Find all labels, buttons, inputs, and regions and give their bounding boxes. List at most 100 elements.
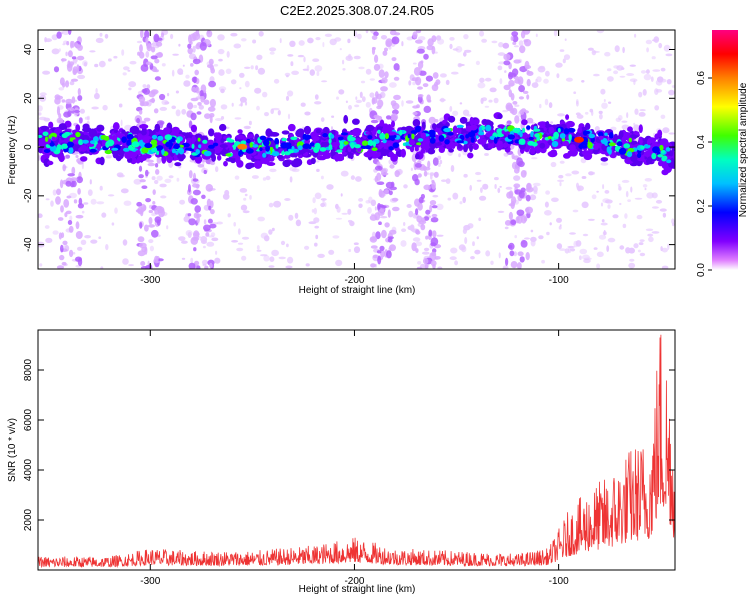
spectrogram-streak — [138, 165, 143, 172]
spectrogram-band-cell — [123, 147, 130, 152]
spectrogram-speckle — [589, 108, 594, 113]
spectrogram-band-cell — [309, 142, 315, 147]
spectrogram-band-cell — [437, 130, 443, 136]
spectrogram-speckle — [89, 179, 92, 185]
spectrogram-band-cell — [271, 151, 280, 157]
spectrogram-streak — [390, 181, 395, 188]
spectrogram-speckle — [475, 60, 480, 66]
spectrogram-speckle — [113, 55, 118, 59]
spectrogram-speckle — [211, 237, 219, 242]
spectrogram-streak — [374, 54, 379, 63]
spectrogram-speckle — [256, 105, 260, 111]
spectrogram-band-cell — [165, 141, 174, 148]
spectrogram-streak — [61, 261, 67, 266]
spectrogram-streak — [145, 198, 152, 203]
spectrogram-streak — [199, 42, 207, 51]
spectrogram-band-cell — [214, 146, 220, 153]
spectrogram-streak — [154, 76, 161, 81]
spectrogram-speckle — [531, 82, 539, 88]
spectrogram-streak — [526, 78, 531, 87]
spectrogram-band-cell — [150, 139, 158, 146]
spectrogram-speckle — [481, 97, 487, 102]
spectrogram-speckle — [458, 153, 461, 158]
spectrogram-band-cell — [361, 140, 369, 146]
spectrogram-streak — [516, 209, 525, 216]
spectrogram-streak — [389, 229, 397, 235]
spectrogram-speckle — [652, 69, 661, 72]
colorbar-tick-label: 0.6 — [696, 71, 707, 85]
spectrogram-speckle — [469, 184, 473, 191]
spectrogram-speckle — [51, 48, 60, 55]
spectrogram-band-cell — [559, 133, 566, 139]
spectrogram-speckle — [102, 104, 108, 111]
spectrogram-band-cell — [438, 146, 445, 153]
spectrogram-speckle — [621, 179, 630, 183]
spectrogram-streak — [76, 55, 85, 61]
spectrogram-streak — [62, 164, 66, 172]
spectrogram-speckle — [422, 251, 430, 255]
spectrogram-band-cell — [78, 147, 82, 152]
spectrogram-band-cell — [553, 131, 559, 139]
spectrogram-speckle — [644, 187, 647, 191]
spectrogram-speckle — [599, 113, 603, 120]
spectrogram-streak — [434, 81, 439, 87]
spectrogram-speckle — [43, 117, 51, 122]
spectrogram-speckle — [243, 197, 247, 201]
spectrogram-speckle — [347, 38, 351, 44]
spectrogram-band-cell — [151, 134, 158, 140]
spectrogram-speckle — [672, 222, 675, 227]
spectrogram-band-cell — [448, 148, 454, 153]
spectrogram-speckle — [280, 240, 286, 246]
spectrogram-speckle — [576, 100, 579, 107]
spectrogram-speckle — [122, 72, 127, 76]
spectrogram-speckle — [445, 79, 450, 85]
spectrogram-speckle — [667, 243, 670, 250]
spectrogram-speckle — [406, 204, 412, 208]
spectrogram-speckle — [379, 216, 388, 219]
spectrogram-speckle — [313, 217, 320, 223]
spectrogram-speckle — [581, 176, 587, 179]
spectrogram-speckle — [464, 49, 472, 53]
spectrogram-streak — [509, 250, 515, 257]
spectrogram-speckle — [256, 245, 260, 250]
spectrogram-band-cell — [465, 125, 473, 132]
spectrogram-speckle — [412, 62, 417, 65]
spectrogram-band-cell — [438, 135, 445, 142]
spectrogram-streak — [77, 203, 84, 209]
spectrogram-band-cell — [47, 160, 54, 166]
spectrogram-speckle — [99, 32, 103, 37]
spectrogram-streak — [512, 101, 518, 105]
spectrogram-streak — [190, 112, 197, 121]
spectrogram-speckle — [436, 234, 444, 237]
spectrogram-speckle — [314, 192, 322, 200]
spectrogram-band-cell — [377, 129, 381, 134]
spectrogram-streak — [56, 31, 62, 39]
spectrogram-speckle — [201, 240, 207, 244]
spectrogram-band-cell — [548, 126, 555, 135]
spectrogram-x-axis-label: Height of straight line (km) — [299, 285, 416, 296]
spectrogram-streak — [370, 263, 376, 268]
spectrogram-band-cell — [651, 152, 657, 160]
spectrogram-speckle — [284, 198, 291, 201]
spectrogram-speckle — [450, 247, 458, 254]
spectrogram-speckle — [252, 39, 257, 44]
spectrogram-speckle — [591, 194, 597, 200]
spectrogram-plot-area — [38, 30, 675, 269]
spectrogram-speckle — [463, 51, 467, 57]
spectrogram-speckle — [434, 51, 438, 54]
spectrogram-band-cell — [139, 124, 149, 129]
spectrogram-streak — [66, 195, 72, 199]
spectrogram-band-cell — [319, 147, 327, 152]
spectrogram-speckle — [335, 217, 343, 220]
spectrogram-streak — [393, 63, 400, 71]
spectrogram-streak — [146, 61, 152, 66]
spectrogram-band-cell — [646, 139, 651, 146]
spectrogram-speckle — [439, 73, 447, 78]
spectrogram-speckle — [104, 33, 109, 39]
spectrogram-band-cell — [618, 147, 627, 155]
spectrogram-speckle — [581, 80, 585, 83]
spectrogram-band-cell — [112, 122, 120, 131]
spectrogram-speckle — [423, 247, 430, 252]
spectrogram-streak — [69, 40, 74, 49]
spectrogram-streak — [414, 163, 422, 168]
